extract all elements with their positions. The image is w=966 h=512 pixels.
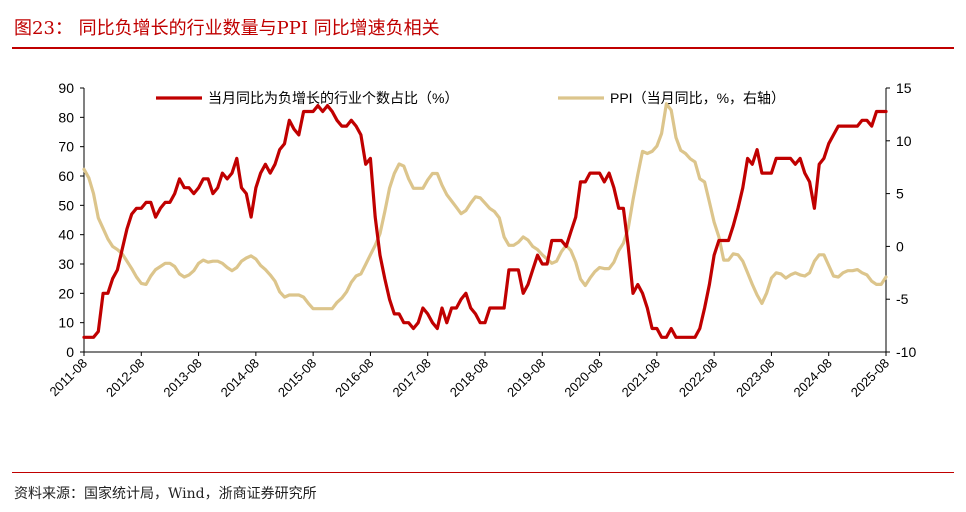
x-tick-label: 2015-08 [275,356,319,400]
y-left-tick-label: 10 [58,315,74,331]
x-tick-label: 2018-08 [447,356,491,400]
legend-label-2: PPI（当月同比，%，右轴） [610,90,785,106]
x-tick-label: 2021-08 [619,356,663,400]
x-tick-label: 2012-08 [103,356,147,400]
y-right-tick-label: 0 [896,238,904,254]
x-tick-label: 2023-08 [733,356,777,400]
y-left-tick-label: 30 [58,256,74,272]
line-chart: 0 10 20 30 40 50 60 70 80 90 -10 -5 0 5 10 15 2011-08 201… [46,80,916,400]
chart-series [82,102,888,339]
y-right-tick-label: 10 [896,133,912,149]
y-left-tick-label: 80 [58,109,74,125]
x-tick-label: 2013-08 [160,356,204,400]
x-tick-label: 2016-08 [332,356,376,400]
x-tick-label: 2022-08 [676,356,720,400]
source-note: 资料来源：国家统计局，Wind，浙商证券研究所 [14,486,317,502]
x-tick-label: 2011-08 [46,356,90,400]
title-divider [12,47,954,49]
x-tick-label: 2017-08 [389,356,433,400]
page-title: 图23： 同比负增长的行业数量与PPI 同比增速负相关 [14,18,440,39]
x-tick-label: 2014-08 [218,356,262,400]
x-tick-label: 2024-08 [790,356,834,400]
x-tick-label: 2020-08 [561,356,605,400]
x-tick-label: 2019-08 [504,356,548,400]
x-tick-label: 2025-08 [848,356,892,400]
source-divider [12,472,954,473]
chart-axes: 0 10 20 30 40 50 60 70 80 90 -10 -5 0 5 10 15 2011-08 201… [46,80,916,400]
y-left-tick-label: 40 [58,227,74,243]
y-right-tick-label: 15 [896,80,912,96]
y-left-tick-label: 50 [58,197,74,213]
y-right-tick-label: 5 [896,186,904,202]
legend-label-1: 当月同比为负增长的行业个数占比（%） [208,90,458,106]
y-right-tick-label: -10 [896,344,916,360]
y-left-tick-label: 90 [58,80,74,96]
series-line-negative-share [82,104,888,339]
y-left-tick-label: 0 [66,344,74,360]
y-right-tick-label: -5 [896,291,909,307]
y-left-tick-label: 60 [58,168,74,184]
series-line-ppi [82,102,888,311]
chart-legend: 当月同比为负增长的行业个数占比（%） PPI（当月同比，%，右轴） [156,90,785,106]
y-left-tick-label: 70 [58,139,74,155]
y-left-tick-label: 20 [58,285,74,301]
